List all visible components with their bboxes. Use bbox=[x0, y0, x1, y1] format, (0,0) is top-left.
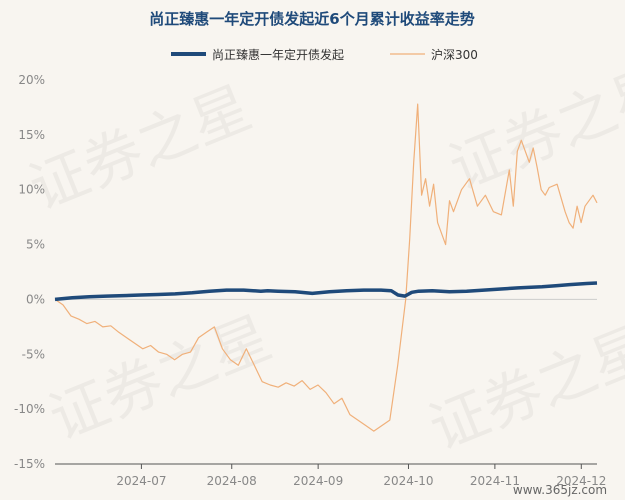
chart-title: 尚正臻惠一年定开债发起近6个月累计收益率走势 bbox=[149, 10, 474, 28]
series-line-csi300 bbox=[54, 103, 598, 432]
x-tick-label: 2024-12 bbox=[556, 474, 606, 488]
y-tick-label: -5% bbox=[22, 347, 45, 361]
site-watermark: www.365jz.com bbox=[513, 483, 607, 497]
x-tick-label: 2024-08 bbox=[207, 474, 257, 488]
y-tick-label: -10% bbox=[14, 402, 45, 416]
y-tick-label: 0% bbox=[26, 292, 45, 306]
y-tick-label: 5% bbox=[26, 238, 45, 252]
y-tick-label: 10% bbox=[18, 183, 45, 197]
y-tick-label: -15% bbox=[14, 457, 45, 471]
x-tick-label: 2024-07 bbox=[116, 474, 166, 488]
legend: 尚正臻惠一年定开债发起 沪深300 bbox=[171, 47, 478, 62]
watermark-text-1: 证券之星 bbox=[20, 73, 261, 223]
watermark-text-4: 证券之星 bbox=[420, 313, 625, 463]
watermark: 证券之星 证券之星 证券之星 证券之星 bbox=[20, 53, 625, 463]
legend-label-series-1: 尚正臻惠一年定开债发起 bbox=[212, 47, 344, 62]
series-line-fund bbox=[54, 281, 598, 302]
watermark-text-3: 证券之星 bbox=[40, 303, 281, 453]
x-axis: 2024-07 2024-08 2024-09 2024-10 2024-11 2024-… bbox=[116, 464, 606, 488]
y-tick-label: 15% bbox=[18, 128, 45, 142]
y-tick-label: 20% bbox=[18, 73, 45, 87]
series-layer bbox=[54, 103, 598, 432]
x-tick-label: 2024-10 bbox=[383, 474, 433, 488]
x-tick-label: 2024-09 bbox=[293, 474, 343, 488]
y-axis: 20% 15% 10% 5% 0% -5% -10% -15% bbox=[14, 73, 45, 471]
legend-label-series-2: 沪深300 bbox=[431, 48, 478, 62]
x-tick-label: 2024-11 bbox=[470, 474, 520, 488]
